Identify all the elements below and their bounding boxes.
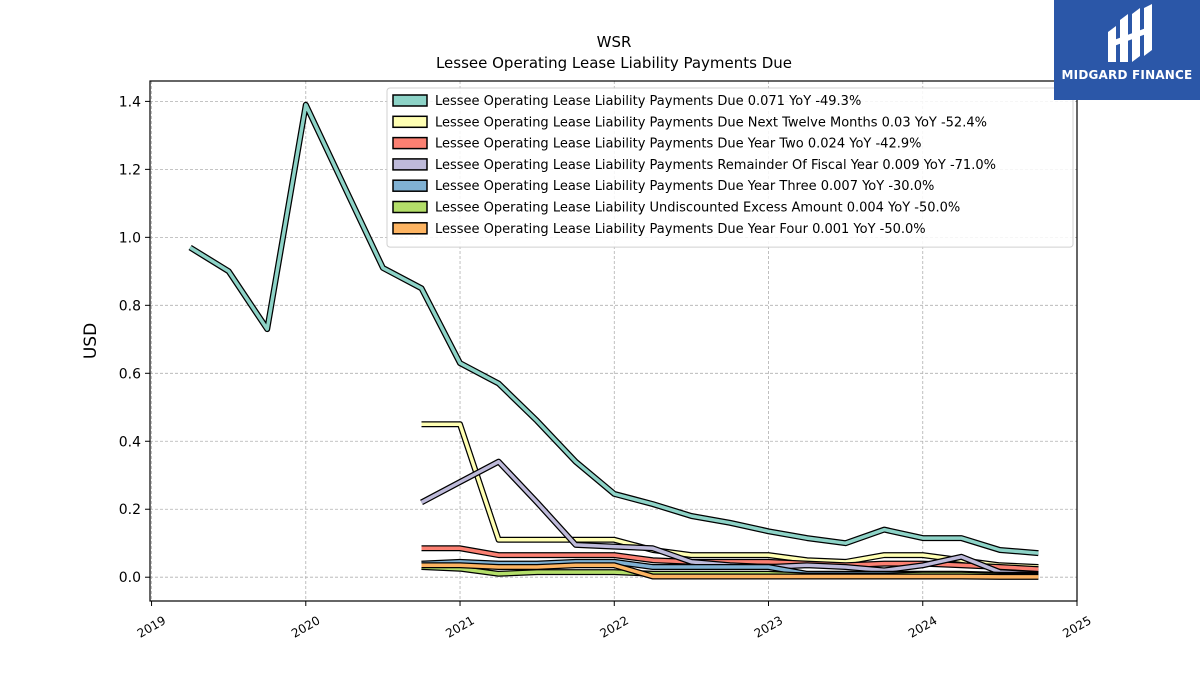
series-stroke	[421, 563, 1039, 579]
legend-label: Lessee Operating Lease Liability Payment…	[435, 222, 926, 237]
legend-label: Lessee Operating Lease Liability Payment…	[435, 94, 861, 109]
y-axis-label: USD	[81, 323, 101, 359]
legend-swatch	[392, 200, 428, 214]
series-layer	[188, 101, 1039, 580]
y-tick-label: 0.8	[119, 298, 141, 314]
y-tick-label: 0.0	[119, 570, 141, 586]
series-line-7	[421, 562, 1039, 580]
plot-frame	[149, 80, 1078, 602]
legend: Lessee Operating Lease Liability Payment…	[386, 87, 1074, 248]
series-stroke	[189, 103, 1039, 555]
x-tick-label: 2022	[598, 613, 631, 640]
y-axis: 0.0 0.2 0.4 0.6 0.8 1.0 1.2 1.4	[119, 94, 150, 586]
legend-swatch	[392, 158, 428, 171]
legend-swatch	[392, 115, 428, 129]
legend-swatch	[392, 222, 428, 235]
y-tick-label: 0.4	[119, 434, 141, 450]
legend-swatch	[392, 136, 428, 150]
legend-label: Lessee Operating Lease Liability Payment…	[435, 115, 987, 130]
y-tick-label: 0.6	[119, 366, 141, 382]
x-tick-label: 2023	[752, 613, 785, 640]
x-tick-label: 2019	[135, 613, 168, 640]
legend-label: Lessee Operating Lease Liability Payment…	[435, 179, 934, 194]
series-line-1	[188, 101, 1039, 557]
series-stroke	[421, 422, 1039, 569]
chart-title: WSR	[597, 33, 632, 51]
y-tick-label: 0.2	[119, 502, 141, 518]
logo-text: MIDGARD FINANCE	[1061, 68, 1193, 82]
legend-swatch	[392, 94, 428, 107]
midgard-logo-icon	[1108, 4, 1152, 62]
x-axis: 2019 2020 2021 2022 2023 2024 2025	[135, 601, 1094, 641]
legend-label: Lessee Operating Lease Liability Payment…	[435, 158, 996, 173]
y-tick-label: 1.2	[119, 162, 141, 178]
brand-logo: MIDGARD FINANCE	[1054, 0, 1200, 100]
x-tick-label: 2020	[289, 613, 322, 640]
legend-swatch	[392, 179, 428, 192]
x-tick-label: 2024	[906, 613, 939, 640]
legend-label: Lessee Operating Lease Liability Undisco…	[435, 201, 960, 216]
y-tick-label: 1.4	[119, 94, 141, 110]
legend-label: Lessee Operating Lease Liability Payment…	[435, 137, 921, 152]
legend-box	[386, 87, 1074, 248]
x-tick-label: 2025	[1060, 613, 1093, 640]
series-outline	[421, 421, 1039, 570]
chart-subtitle: Lessee Operating Lease Liability Payment…	[436, 54, 792, 72]
x-tick-label: 2021	[443, 613, 476, 640]
y-tick-label: 1.0	[119, 230, 141, 246]
series-line-2	[421, 421, 1039, 570]
